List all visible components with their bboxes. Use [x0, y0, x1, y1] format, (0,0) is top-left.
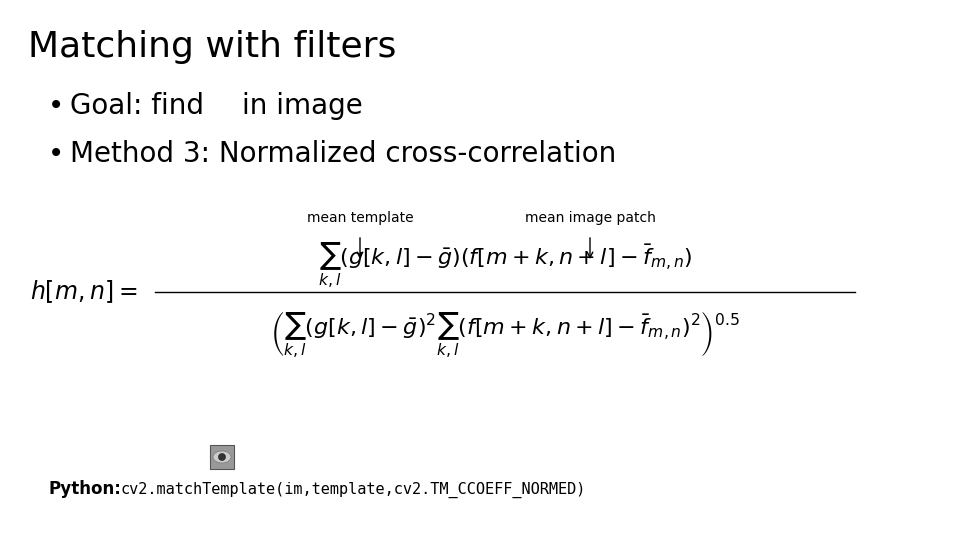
Text: Matching with filters: Matching with filters: [28, 30, 396, 64]
Text: $h[m,n]=$: $h[m,n]=$: [30, 279, 137, 306]
Text: cv2.matchTemplate(im,template,cv2.TM_CCOEFF_NORMED): cv2.matchTemplate(im,template,cv2.TM_CCO…: [120, 482, 586, 498]
Text: •: •: [48, 140, 64, 168]
Text: $\sum_{k,l}(g[k,l]-\bar{g})(f[m+k,n+l]-\bar{f}_{m,n})$: $\sum_{k,l}(g[k,l]-\bar{g})(f[m+k,n+l]-\…: [318, 240, 692, 290]
Ellipse shape: [219, 454, 226, 461]
Text: Goal: find: Goal: find: [70, 92, 204, 120]
Bar: [210, 445, 234, 469]
Text: $\left(\sum_{k,l}(g[k,l]-\bar{g})^2\sum_{k,l}(f[m+k,n+l]-\bar{f}_{m,n})^2\right): $\left(\sum_{k,l}(g[k,l]-\bar{g})^2\sum_…: [270, 309, 740, 361]
Text: in image: in image: [242, 92, 363, 120]
Text: Method 3: Normalized cross-correlation: Method 3: Normalized cross-correlation: [70, 140, 616, 168]
Ellipse shape: [213, 451, 231, 463]
Text: mean image patch: mean image patch: [524, 211, 656, 225]
Text: mean template: mean template: [306, 211, 414, 225]
Text: Python:: Python:: [48, 480, 121, 498]
Text: •: •: [48, 92, 64, 120]
